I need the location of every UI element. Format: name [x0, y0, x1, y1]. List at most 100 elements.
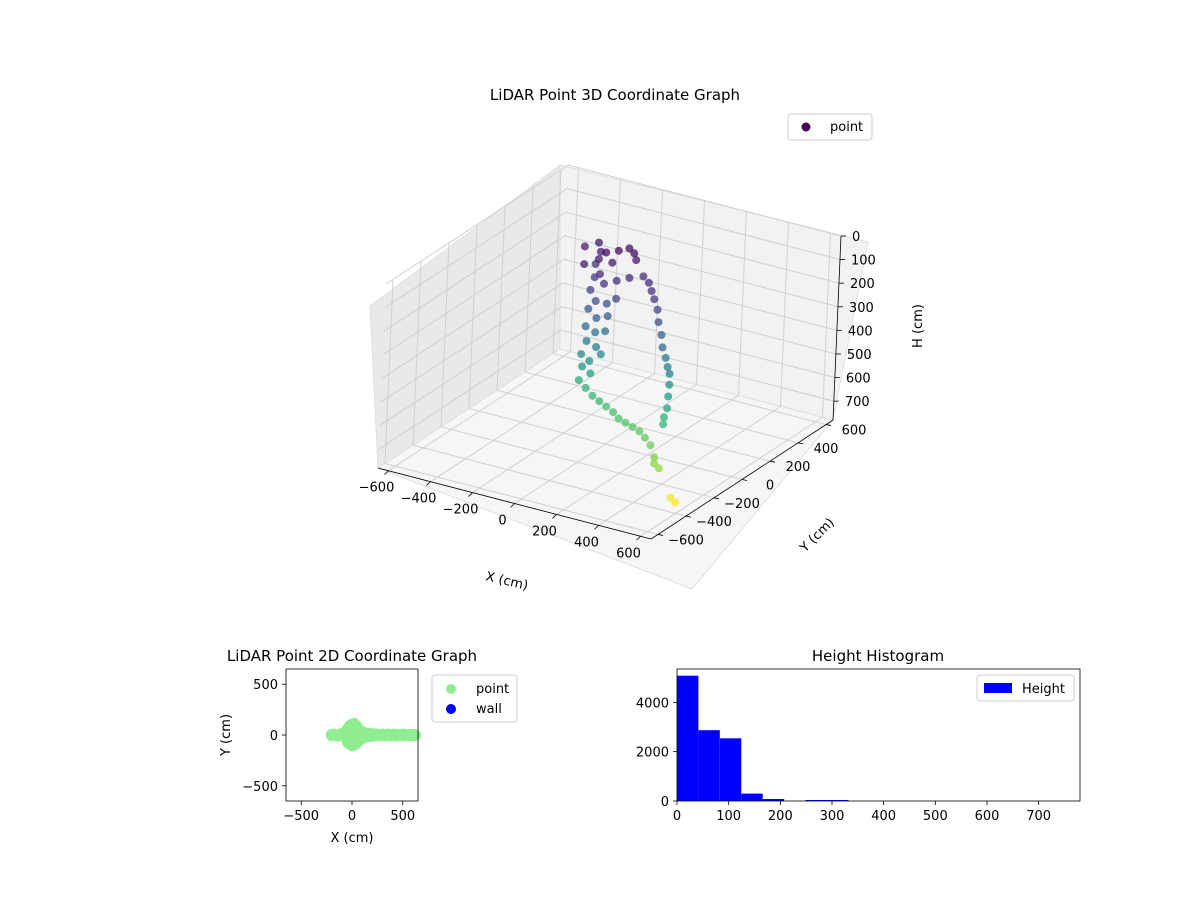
- chart-3d-point: [585, 357, 594, 365]
- chart-2d-legend-label-point: point: [476, 682, 509, 697]
- chart-3d-gridline-y: [440, 242, 450, 427]
- chart-3d-point: [601, 327, 610, 336]
- chart-2d-ticklabel-x: −500: [283, 809, 319, 824]
- chart-2d-title: LiDAR Point 2D Coordinate Graph: [227, 647, 477, 665]
- chart-3d-tick-x: [594, 525, 599, 530]
- chart-2d: LiDAR Point 2D Coordinate Graph −500 0 500…: [219, 647, 518, 846]
- chart-3d-point: [603, 312, 612, 321]
- chart-3d-ticklabel-x: −200: [443, 503, 479, 518]
- chart-3d-ticklabel-y: −200: [724, 497, 760, 512]
- chart-3d-zlabel: H (cm): [911, 304, 926, 348]
- chart-3d-point: [654, 318, 663, 327]
- chart-3d-gridline-y: [552, 169, 562, 354]
- chart-3d-gridline-z: [381, 258, 565, 379]
- chart-3d-point: [582, 337, 591, 345]
- chart-histogram-bar: [741, 793, 763, 801]
- chart-3d-gridline-y: [412, 444, 687, 517]
- chart-3d-gridline-y: [552, 353, 827, 426]
- chart-3d-ticklabel-y: 400: [814, 442, 839, 457]
- chart-3d-point: [650, 459, 659, 468]
- chart-3d-gridline-y: [412, 261, 422, 446]
- chart-3d-point: [591, 297, 600, 305]
- chart-3d-point: [612, 294, 621, 303]
- chart-3d-legend-marker: [801, 122, 811, 132]
- chart-3d-tick-x: [384, 470, 389, 476]
- chart-3d-gridline-y: [524, 371, 799, 444]
- chart-3d-point: [639, 272, 648, 281]
- chart-3d-gridline-x: [780, 222, 789, 407]
- chart-3d-tick-x: [552, 514, 557, 519]
- chart-histogram-ticklabel-x: 700: [1026, 809, 1051, 824]
- chart-histogram: Height Histogram 0 100 200 300 400 500 600 7000…: [636, 647, 1081, 824]
- chart-3d-tick-y: [685, 515, 692, 518]
- chart-histogram-legend: Height: [976, 674, 1075, 702]
- chart-histogram-bar: [827, 800, 849, 801]
- chart-histogram-ticklabel-x: 300: [820, 809, 845, 824]
- chart-3d-point: [581, 383, 590, 392]
- chart-3d-gridline-z: [383, 211, 567, 332]
- chart-3d-tick-x: [636, 535, 641, 541]
- chart-3d-point: [640, 433, 649, 442]
- chart-3d-gridline-y: [524, 187, 534, 372]
- chart-3d-point: [635, 427, 644, 436]
- chart-3d-point: [602, 402, 611, 411]
- chart-histogram-ticklabel-x: 600: [975, 809, 1000, 824]
- chart-3d-legend-label: point: [830, 120, 863, 135]
- chart-3d-gridline-y: [384, 462, 659, 535]
- chart-3d-gridline-z: [380, 282, 564, 403]
- chart-3d-tick-y: [657, 534, 664, 536]
- chart-3d-grid: [378, 164, 842, 537]
- chart-3d-point: [592, 314, 601, 323]
- chart-3d-point: [663, 363, 672, 371]
- chart-2d-ticklabel-x: 500: [390, 809, 415, 824]
- chart-3d-ticklabel-z: 100: [851, 254, 876, 269]
- chart-3d-tick-y: [741, 479, 748, 481]
- chart-3d-ticklabel-x: −400: [401, 492, 437, 507]
- chart-3d-gridline-x: [654, 189, 663, 374]
- chart-2d-ylabel: Y (cm): [219, 714, 234, 757]
- chart-3d-point: [612, 276, 621, 285]
- chart-3d-point: [586, 285, 595, 294]
- chart-histogram-ticklabel-x: 200: [768, 809, 793, 824]
- chart-3d-gridline-z: [379, 306, 563, 426]
- chart-histogram-bar: [719, 738, 742, 801]
- chart-3d-gridline-z: [564, 235, 839, 308]
- chart-3d-tick-y: [797, 442, 804, 445]
- chart-3d-ticklabel-x: 200: [532, 524, 557, 539]
- chart-3d-point: [665, 380, 674, 389]
- chart-3d-tick-x: [426, 481, 431, 486]
- chart-3d-point: [602, 248, 611, 257]
- chart-3d-gridline-z: [382, 235, 566, 356]
- chart-3d-point: [657, 331, 666, 339]
- chart-3d-gridline-y: [440, 426, 715, 499]
- chart-3d-gridline-z: [565, 211, 840, 284]
- chart-3d-point: [596, 350, 605, 359]
- chart-2d-ticklabel-y: 500: [253, 678, 278, 693]
- chart-3d: LiDAR Point 3D Coordinate Graph −600 −400…: [359, 86, 926, 594]
- chart-3d-point: [671, 498, 680, 507]
- chart-3d-point: [580, 260, 589, 269]
- chart-3d-title: LiDAR Point 3D Coordinate Graph: [490, 86, 740, 104]
- chart-3d-point: [663, 404, 672, 413]
- chart-3d-ticklabel-y: 600: [842, 424, 867, 439]
- chart-2d-legend: point wall: [431, 674, 518, 723]
- chart-3d-gridline-z: [567, 164, 842, 237]
- chart-3d-point: [646, 441, 655, 450]
- chart-3d-gridline-z: [384, 188, 568, 309]
- chart-histogram-legend-box: [976, 674, 1075, 702]
- chart-3d-point: [608, 258, 617, 267]
- chart-3d-point: [580, 242, 589, 251]
- chart-histogram-legend-label: Height: [1022, 682, 1065, 697]
- chart-3d-point: [660, 413, 668, 422]
- chart-3d-point: [614, 414, 623, 423]
- chart-3d-point: [644, 278, 653, 287]
- chart-3d-ticklabel-z: 400: [848, 324, 873, 339]
- chart-3d-gridline-y: [384, 279, 394, 464]
- chart-3d-ticklabel-y: −400: [696, 515, 732, 530]
- chart-3d-legend-box: [787, 113, 873, 141]
- chart-3d-tick-y: [769, 460, 776, 463]
- chart-3d-tick-x: [468, 492, 473, 497]
- chart-histogram-ticklabel-y: 2000: [636, 746, 669, 761]
- chart-3d-gridline-z: [560, 329, 834, 402]
- chart-3d-point: [588, 391, 597, 400]
